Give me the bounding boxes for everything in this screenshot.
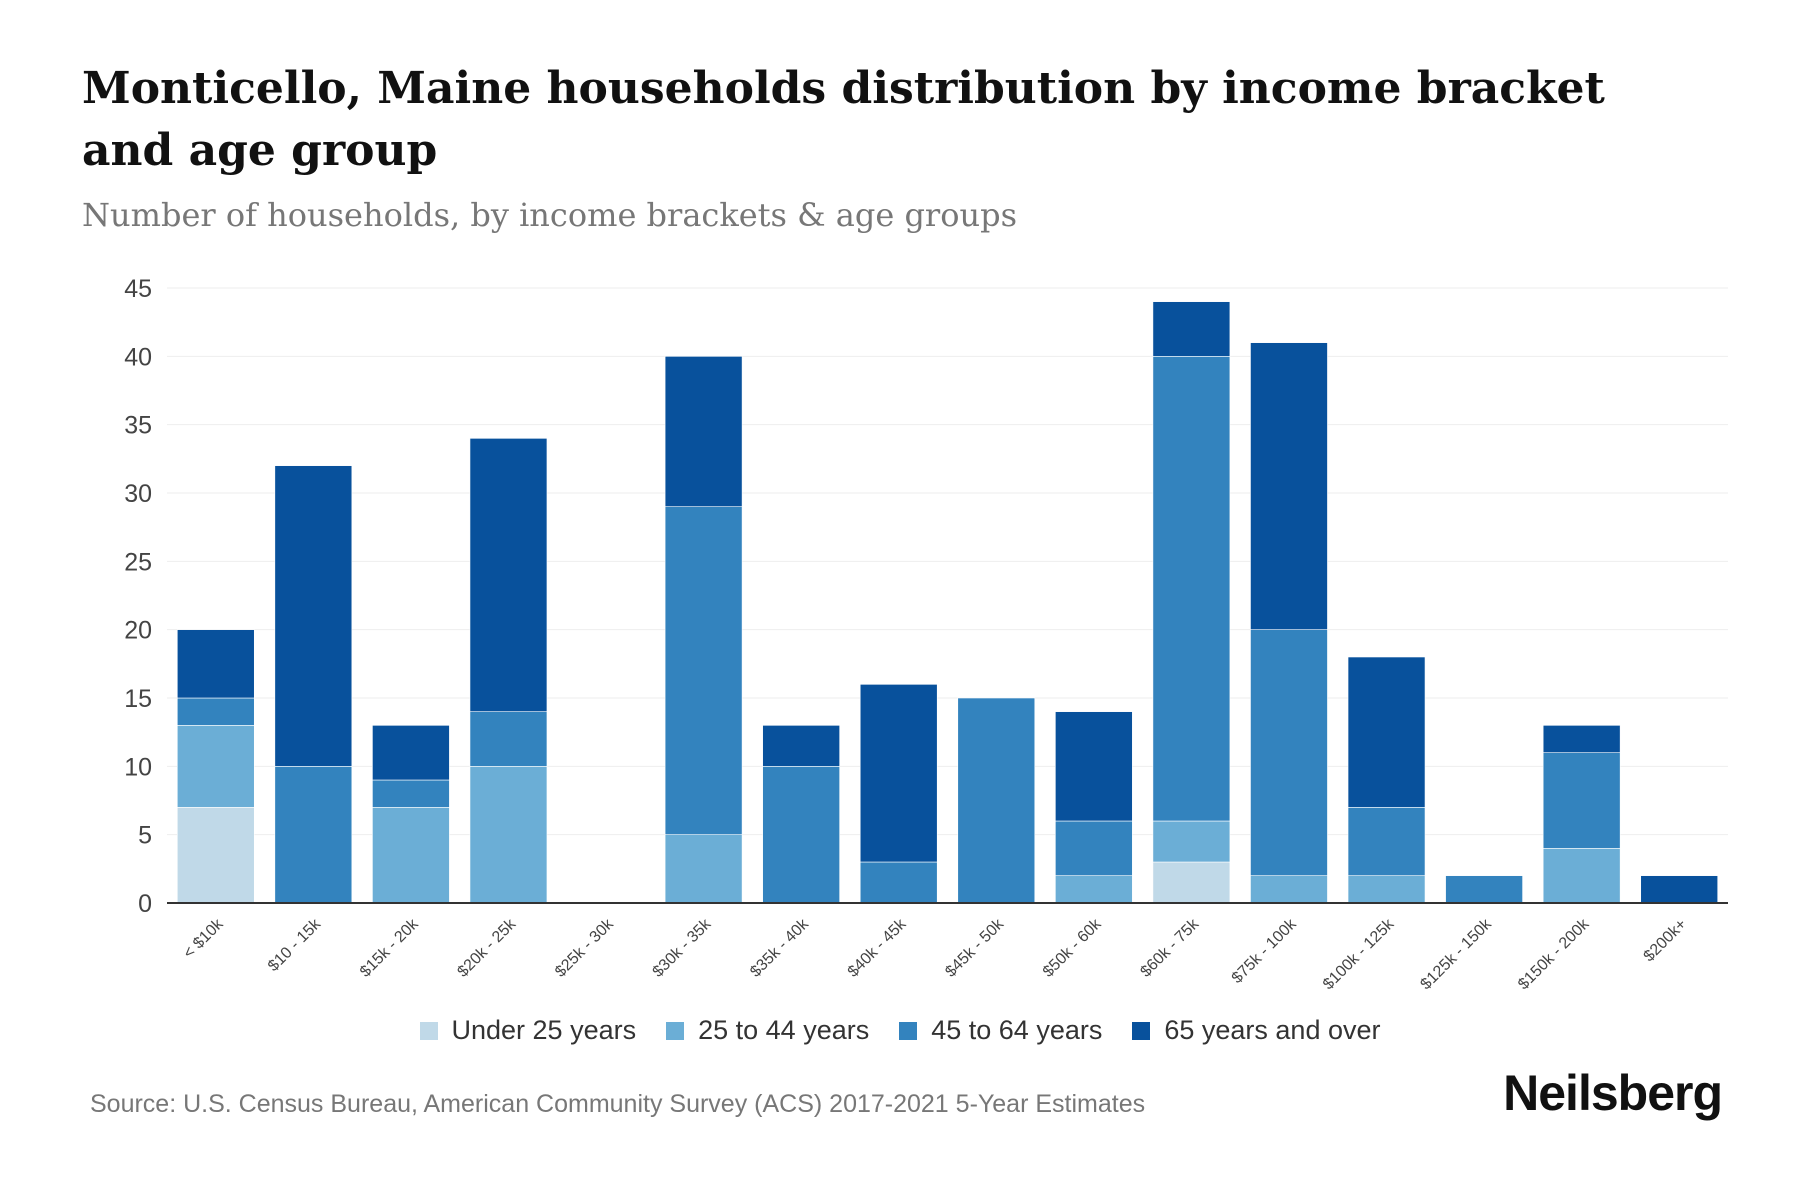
y-tick-label: 0 xyxy=(138,890,152,918)
bar-segment xyxy=(762,766,840,904)
legend-item: 65 years and over xyxy=(1132,1015,1381,1046)
legend-swatch xyxy=(1132,1021,1151,1040)
x-tick-label: < $10k xyxy=(180,915,227,962)
legend-swatch xyxy=(419,1021,438,1040)
legend-label: 25 to 44 years xyxy=(698,1015,870,1045)
bar-segment xyxy=(469,766,548,904)
x-tick-label: $50k - 60k xyxy=(1040,915,1106,981)
x-tick-label: $60k - 75k xyxy=(1137,915,1203,981)
legend-swatch xyxy=(666,1021,685,1040)
bar-segment xyxy=(372,779,450,808)
bar-segment xyxy=(664,356,743,507)
legend: Under 25 years 25 to 44 years 45 to 64 yea… xyxy=(0,1015,1800,1046)
bar-segment xyxy=(1152,820,1231,863)
bar-segment xyxy=(469,438,548,712)
x-tick-label: $35k - 40k xyxy=(747,915,813,981)
bar-segment xyxy=(1347,656,1426,808)
bar-segment xyxy=(1542,848,1621,904)
x-tick-label: $125k - 150k xyxy=(1417,915,1495,993)
x-tick-label: $25k - 30k xyxy=(552,915,618,981)
y-tick-label: 45 xyxy=(124,275,152,303)
y-tick-label: 10 xyxy=(124,753,152,781)
bar-segment xyxy=(859,684,938,863)
y-tick-label: 35 xyxy=(124,412,152,440)
bar-segment xyxy=(957,697,1036,904)
x-tick-label: $200k+ xyxy=(1641,916,1690,965)
bar-segment xyxy=(1250,629,1328,876)
y-tick-label: 5 xyxy=(138,822,152,850)
bar-segment xyxy=(372,807,450,904)
x-tick-label: $150k - 200k xyxy=(1515,915,1593,993)
legend-item: 25 to 44 years xyxy=(666,1015,869,1046)
bar-segment xyxy=(664,834,743,904)
bar-segment xyxy=(469,711,548,767)
x-tick-label: $20k - 25k xyxy=(454,915,520,981)
x-tick-label: $45k - 50k xyxy=(942,915,1008,981)
stacked-bar-chart: 0 5 10 15 20 25 30 35 40 45 < $10k $10 - 15k $15k - … xyxy=(124,275,1728,993)
bar-segment xyxy=(1542,752,1621,849)
x-tick-label: $75k - 100k xyxy=(1229,915,1301,987)
bar-segment xyxy=(176,697,255,726)
bar-segment xyxy=(1055,875,1133,904)
bar-segment xyxy=(1250,875,1328,904)
legend-label: Under 25 years xyxy=(451,1015,637,1045)
y-tick-label: 30 xyxy=(124,480,152,508)
bar-segment xyxy=(1347,807,1426,876)
bar-segment xyxy=(1152,356,1231,822)
neilsberg-logo: Neilsberg xyxy=(1503,1065,1723,1121)
legend-label: 65 years and over xyxy=(1164,1015,1381,1045)
bar-segment xyxy=(176,807,255,904)
legend-label: 45 to 64 years xyxy=(931,1015,1103,1045)
source-note: Source: U.S. Census Bureau, American Com… xyxy=(90,1090,1146,1118)
bar-segment xyxy=(176,629,255,699)
y-tick-label: 40 xyxy=(124,343,152,371)
bar-segment xyxy=(1250,342,1328,630)
x-tick-label: $100k - 125k xyxy=(1320,915,1398,993)
bar-segment xyxy=(274,465,353,767)
bar-segment xyxy=(664,506,743,835)
bar-segment xyxy=(1445,875,1523,904)
bar-segment xyxy=(176,725,255,808)
bar-segment xyxy=(1055,820,1133,876)
x-tick-label: $40k - 45k xyxy=(845,915,911,981)
y-tick-label: 15 xyxy=(124,685,152,713)
bar-segment xyxy=(274,766,353,904)
chart-title: Monticello, Maine households distributio… xyxy=(82,63,1605,176)
bar-segment xyxy=(1542,725,1621,753)
chart-subtitle: Number of households, by income brackets… xyxy=(82,196,1017,234)
bar-segment xyxy=(1640,875,1719,904)
x-tick-label: $15k - 20k xyxy=(357,915,423,981)
bar-segment xyxy=(1347,875,1426,904)
legend-swatch xyxy=(899,1021,918,1040)
x-tick-label: $30k - 35k xyxy=(650,915,716,981)
x-tick-label: $10 - 15k xyxy=(265,915,325,975)
bar-segment xyxy=(372,725,450,781)
bar-segment xyxy=(1152,861,1231,904)
bar-segment xyxy=(762,725,840,767)
y-tick-label: 25 xyxy=(124,548,152,576)
y-tick-label: 20 xyxy=(124,617,152,645)
bar-segment xyxy=(859,861,938,904)
bar-segment xyxy=(1055,711,1133,822)
legend-item: Under 25 years xyxy=(419,1015,637,1046)
legend-item: 45 to 64 years xyxy=(899,1015,1102,1046)
bar-segment xyxy=(1152,301,1231,357)
